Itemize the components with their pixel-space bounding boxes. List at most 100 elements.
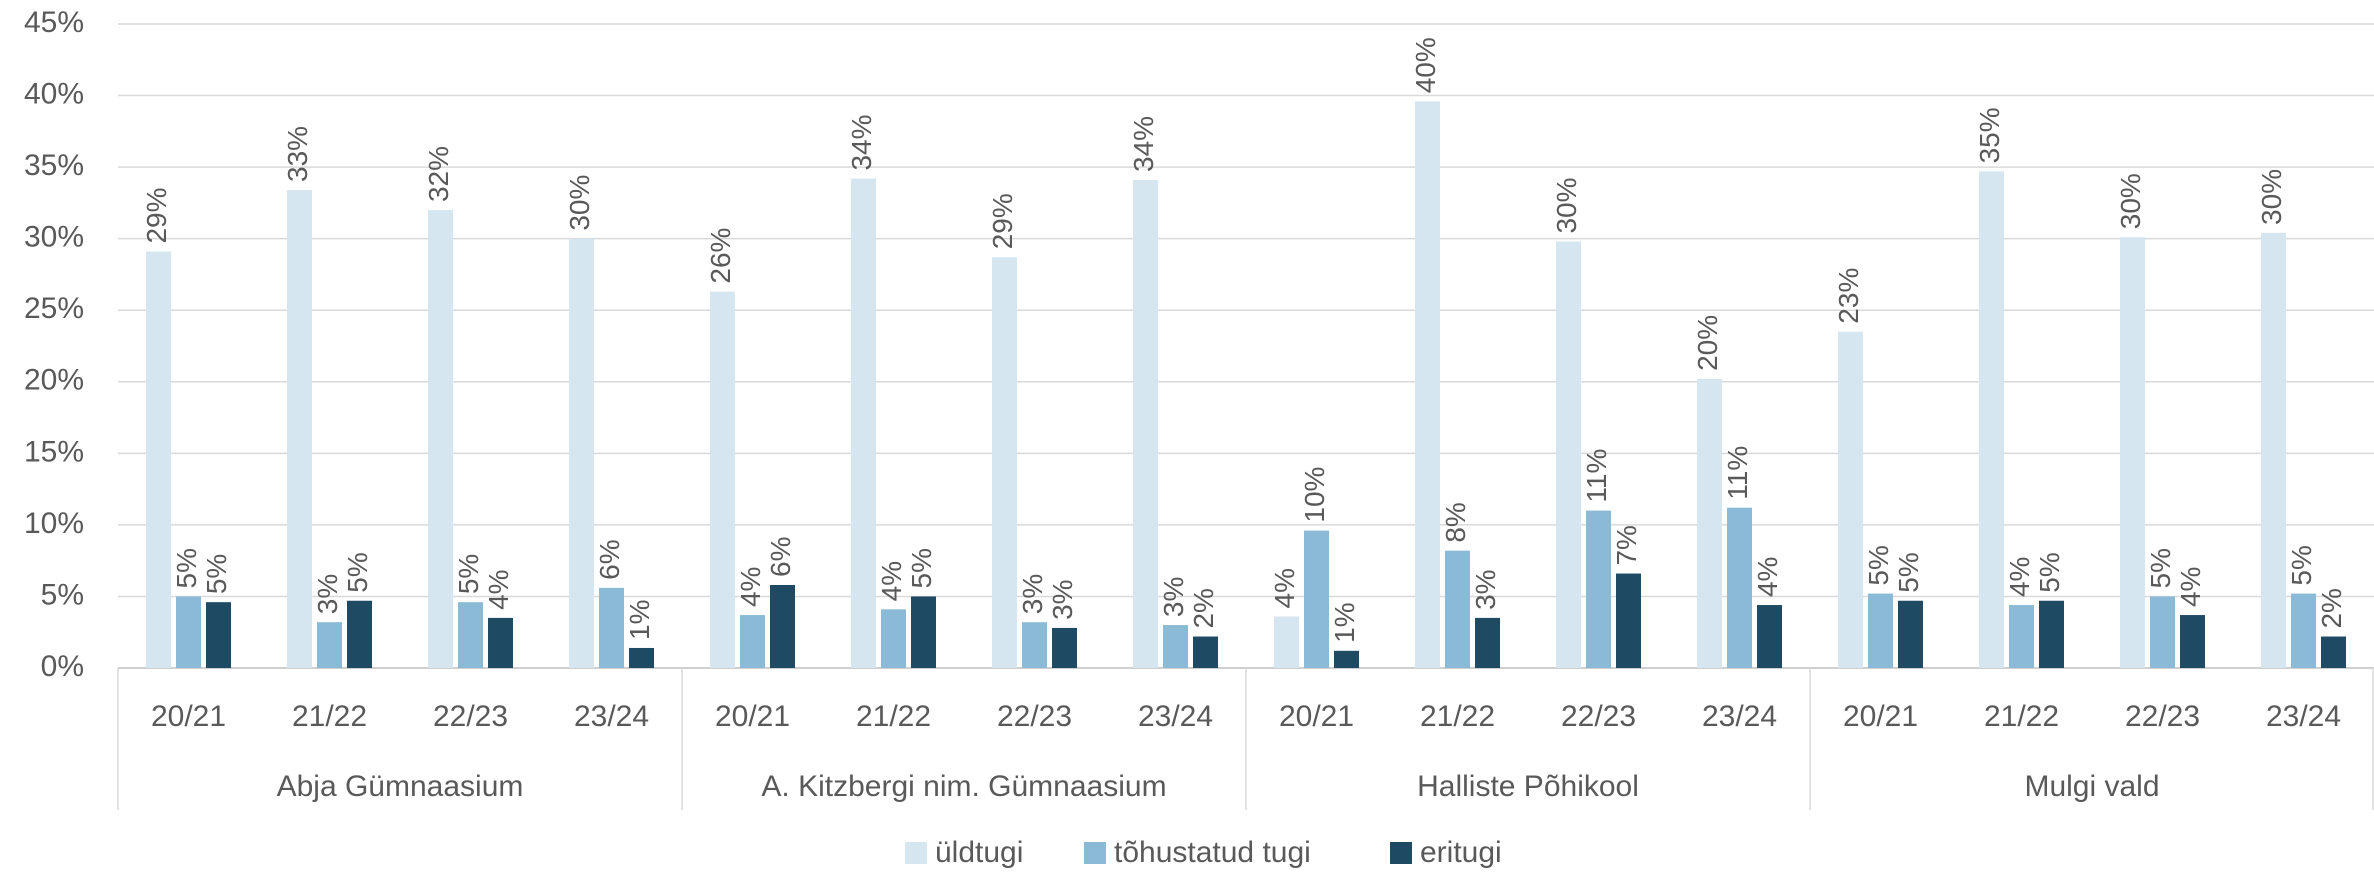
value-label: 4% <box>876 561 907 601</box>
bar <box>1616 573 1641 668</box>
x-tick-label: 20/21 <box>1279 700 1354 733</box>
value-label: 5% <box>2034 552 2065 592</box>
y-tick-label: 5% <box>41 578 84 611</box>
value-label: 34% <box>846 115 877 171</box>
value-label: 2% <box>2316 588 2347 628</box>
value-label: 32% <box>423 146 454 202</box>
bar <box>2291 593 2316 668</box>
value-label: 11% <box>1722 446 1753 500</box>
bar <box>428 210 453 669</box>
bar <box>710 291 735 668</box>
x-tick-label: 21/22 <box>292 700 367 733</box>
bar <box>347 600 372 668</box>
group-label: Mulgi vald <box>2024 770 2159 803</box>
bar <box>206 602 231 668</box>
value-label: 34% <box>1128 116 1159 172</box>
bar <box>1334 650 1359 668</box>
bar <box>881 609 906 668</box>
bar <box>1979 171 2004 668</box>
value-label: 30% <box>564 175 595 231</box>
legend-label: tõhustatud tugi <box>1114 836 1311 869</box>
bar <box>1304 530 1329 668</box>
x-tick-label: 22/23 <box>2125 700 2200 733</box>
bar <box>1898 600 1923 668</box>
y-tick-label: 20% <box>24 364 84 397</box>
value-label: 5% <box>201 554 232 594</box>
value-label: 5% <box>1893 552 1924 592</box>
bar <box>1022 622 1047 668</box>
bar <box>2009 605 2034 668</box>
x-tick-label: 23/24 <box>574 700 649 733</box>
value-label: 1% <box>1329 602 1360 642</box>
value-label: 29% <box>987 193 1018 249</box>
value-label: 30% <box>2115 173 2146 229</box>
bar <box>1475 617 1500 668</box>
value-label: 26% <box>705 228 736 284</box>
bar <box>770 584 795 668</box>
x-tick-label: 20/21 <box>151 700 226 733</box>
value-label: 5% <box>2286 545 2317 585</box>
group-label: Halliste Põhikool <box>1417 770 1639 803</box>
bar <box>2180 615 2205 668</box>
value-label: 3% <box>1158 577 1189 617</box>
bar <box>1586 510 1611 668</box>
value-label: 5% <box>453 554 484 594</box>
bar <box>740 615 765 668</box>
value-label: 4% <box>1269 568 1300 608</box>
value-label: 4% <box>2004 557 2035 597</box>
x-tick-label: 21/22 <box>856 700 931 733</box>
value-label: 3% <box>1047 579 1078 619</box>
bar <box>146 251 171 668</box>
legend-label: üldtugi <box>935 836 1023 869</box>
bar <box>1838 331 1863 668</box>
group-label: A. Kitzbergi nim. Gümnaasium <box>761 770 1166 803</box>
x-tick-label: 21/22 <box>1420 700 1495 733</box>
y-tick-label: 25% <box>24 292 84 325</box>
bar <box>992 257 1017 668</box>
bar <box>1133 179 1158 669</box>
group-label: Abja Gümnaasium <box>277 770 524 803</box>
legend-swatch <box>1084 842 1106 864</box>
legend-swatch <box>1390 842 1412 864</box>
value-label: 5% <box>906 548 937 588</box>
bar <box>911 596 936 668</box>
bar <box>1556 241 1581 669</box>
value-label: 11% <box>1581 449 1612 503</box>
bar <box>629 647 654 668</box>
x-tick-label: 22/23 <box>1561 700 1636 733</box>
bar <box>2039 600 2064 668</box>
value-label: 3% <box>1017 574 1048 614</box>
y-tick-label: 0% <box>41 650 84 683</box>
bar <box>2321 636 2346 668</box>
x-tick-label: 22/23 <box>433 700 508 733</box>
value-label: 20% <box>1692 315 1723 371</box>
bar <box>176 596 201 668</box>
bar <box>287 190 312 668</box>
x-tick-label: 20/21 <box>1843 700 1918 733</box>
value-label: 4% <box>735 567 766 607</box>
legend-label: eritugi <box>1420 836 1502 869</box>
value-label: 2% <box>1188 588 1219 628</box>
value-label: 4% <box>483 569 514 609</box>
value-label: 6% <box>765 537 796 577</box>
bar <box>1415 101 1440 668</box>
x-tick-label: 20/21 <box>715 700 790 733</box>
value-label: 8% <box>1440 502 1471 542</box>
value-label: 3% <box>312 574 343 614</box>
bar <box>2150 596 2175 668</box>
value-label: 7% <box>1611 525 1642 565</box>
bar <box>1697 378 1722 668</box>
x-tick-label: 21/22 <box>1984 700 2059 733</box>
x-tick-label: 22/23 <box>997 700 1072 733</box>
value-label: 6% <box>594 539 625 579</box>
value-label: 30% <box>2256 169 2287 225</box>
bar <box>458 602 483 668</box>
value-label: 10% <box>1299 467 1330 523</box>
bar <box>599 587 624 668</box>
bar <box>1445 550 1470 668</box>
value-label: 29% <box>141 187 172 243</box>
value-label: 5% <box>171 548 202 588</box>
bar <box>569 238 594 668</box>
x-tick-label: 23/24 <box>1138 700 1213 733</box>
